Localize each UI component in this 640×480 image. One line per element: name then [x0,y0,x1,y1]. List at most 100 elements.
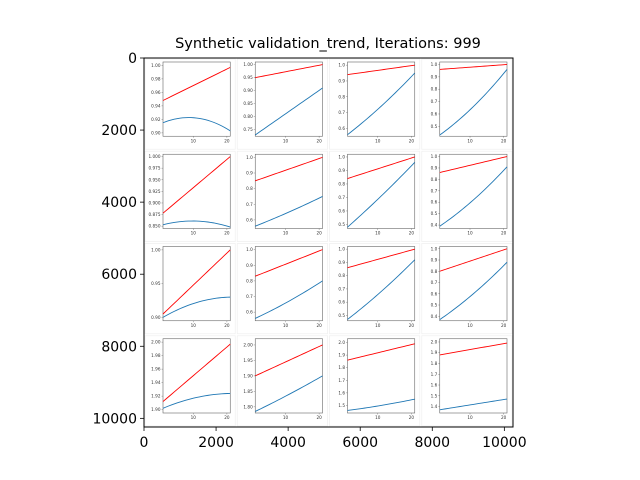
panel-x-label: 10 [191,138,197,143]
panel-frame [144,335,236,427]
panel-y-label: 0.7 [338,195,345,200]
panel-y-label: 1.0 [338,154,345,159]
panel-x-label: 20 [316,323,322,328]
x-tick-label: 6000 [342,435,378,451]
panel-y-label: 0.98 [151,76,161,81]
panel-y-label: 1.6 [338,390,345,395]
panel-x-label: 20 [316,415,322,420]
panel-y-label: 0.975 [149,166,161,171]
panel-x-label: 10 [283,323,289,328]
panel-x-label: 20 [409,231,415,236]
panel-y-label: 1.8 [431,361,438,366]
thumbnail-panel: 1.0 0.9 0.8 0.7 0.6 10 20 [236,150,328,242]
panel-y-label: 0.5 [338,313,345,318]
panel-y-label: 0.6 [246,310,253,315]
thumbnail-panel: 1.00 0.98 0.96 0.94 0.92 0.90 10 20 [144,58,236,150]
panel-axes [254,153,323,229]
panel-axes [254,246,323,322]
panel-y-label: 2.00 [243,342,253,347]
series-red-line [439,64,508,70]
panel-frame [329,150,421,242]
panel-y-label: 0.95 [151,281,161,286]
thumbnail-panel: 1.0 0.9 0.8 0.7 0.6 0.5 10 20 [421,58,513,150]
panel-y-label: 0.6 [246,217,253,222]
thumbnail-panel: 1.0 0.9 0.8 0.7 0.6 10 20 [236,243,328,335]
series-red-line [347,156,415,179]
panel-y-label: 0.8 [246,186,253,191]
panel-y-label: 1.7 [338,378,345,383]
series-red-line [255,64,323,79]
panel-x-label: 20 [409,138,415,143]
thumbnail-panel: 1.0 0.9 0.8 0.7 0.6 0.5 0.4 10 20 [421,150,513,242]
panel-y-label: 0.9 [338,260,345,265]
series-blue-line [347,162,416,228]
y-tick-label: 0 [128,51,137,67]
panel-axes [347,246,416,322]
panel-y-label: 0.8 [338,181,345,186]
thumbnail-panel: 1.000 0.975 0.950 0.925 0.900 0.875 0.850 10 20 [144,150,236,242]
series-blue-line [347,398,415,411]
panel-axes [347,61,416,137]
panel-frame [144,58,236,150]
panel-y-label: 0.90 [151,315,161,320]
series-red-line [347,64,415,76]
panel-y-label: 0.7 [431,280,438,285]
panel-x-label: 20 [224,231,230,236]
panel-x-label: 10 [375,231,381,236]
thumbnail-panel: 2.00 1.98 1.96 1.94 1.92 1.90 10 20 [144,335,236,427]
series-red-line [347,248,415,269]
panel-y-label: 0.7 [338,286,345,291]
panel-x-label: 20 [501,138,507,143]
panel-y-label: 0.5 [431,303,438,308]
series-red-line [255,344,323,377]
panel-x-label: 20 [501,323,507,328]
panel-y-label: 0.7 [431,99,438,104]
panel-axes [162,61,231,137]
panel-y-label: 0.7 [246,202,253,207]
y-axis: 0 2000 4000 6000 8000 10000 [92,51,144,427]
series-red-line [255,156,323,182]
panel-axes [439,61,508,137]
panel-y-label: 0.94 [151,103,161,108]
y-tick-label: 8000 [101,339,137,355]
panel-y-label: 0.8 [431,269,438,274]
panel-axes [162,338,231,414]
y-tick-label: 10000 [92,411,137,427]
panel-x-label: 20 [224,138,230,143]
panel-y-label: 0.96 [151,90,161,95]
panel-x-label: 10 [467,138,473,143]
series-red-line [439,248,508,272]
panel-y-label: 1.5 [338,403,345,408]
x-tick-label: 0 [140,435,149,451]
panel-frame [421,335,513,427]
panel-y-label: 0.950 [149,177,161,182]
y-tick-label: 4000 [101,195,137,211]
thumbnail-panel: 1.0 0.9 0.8 0.7 0.6 10 20 [329,58,421,150]
panel-y-label: 0.92 [151,117,161,122]
series-red-line [162,249,231,315]
panel-y-label: 1.000 [149,154,161,159]
series-red-line [347,343,415,361]
panel-y-label: 2.00 [151,340,161,345]
panel-y-label: 0.75 [243,127,253,132]
thumbnail-panel: 1.0 0.9 0.8 0.7 0.6 0.5 10 20 [329,243,421,335]
panel-y-label: 1.0 [338,63,345,68]
panel-y-label: 0.4 [431,314,438,319]
thumbnail-panel: 1.00 0.95 0.90 0.85 0.80 0.75 10 20 [236,58,328,150]
panel-axes [439,153,508,229]
panel-y-label: 2.0 [431,339,438,344]
thumbnail-panel: 1.0 0.9 0.8 0.7 0.6 0.5 10 20 [329,150,421,242]
panel-y-label: 0.95 [243,75,253,80]
panel-frame [236,335,328,427]
series-blue-line [162,296,231,318]
panel-axes [439,338,508,414]
panel-y-label: 1.96 [151,367,161,372]
series-red-line [255,249,323,277]
thumbnail-panel: 2.0 1.9 1.8 1.7 1.6 1.5 10 20 [329,335,421,427]
panel-y-label: 1.0 [431,62,438,67]
panel-frame [421,243,513,335]
panel-y-label: 0.9 [431,74,438,79]
panel-y-label: 1.8 [338,365,345,370]
y-tick-label: 6000 [101,267,137,283]
